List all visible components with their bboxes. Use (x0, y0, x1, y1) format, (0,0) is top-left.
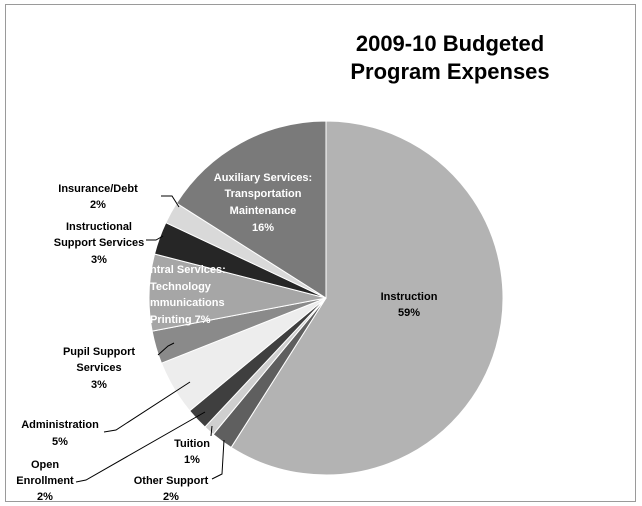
label-tuition-name: Tuition (174, 438, 210, 450)
leader-line-open-enrollment (75, 411, 206, 483)
chart-title-line-1: 2009-10 Budgeted (355, 31, 545, 56)
pie-slices (148, 120, 504, 476)
pie-slice-instruction (230, 120, 504, 476)
label-open-enrollment-line-1: Open (31, 459, 59, 471)
label-instruction-name: Instruction (381, 291, 438, 303)
label-tuition-value: 1% (184, 454, 200, 466)
label-other-support-name: Other Support (134, 475, 209, 487)
pie-slice-auxiliary-services-transportation-maintenance (175, 120, 327, 299)
label-instruction-value: 59% (398, 307, 420, 319)
leader-line-administration (103, 381, 191, 433)
label-insurance-name: Insurance/Debt (58, 183, 138, 195)
label-instruction: Instruction 59% (381, 291, 438, 319)
label-pupil-line-2: Services (76, 362, 121, 374)
label-auxiliary-line-3: Maintenance (230, 205, 297, 217)
label-instructional-support: Instructional Support Services 3% (54, 221, 144, 266)
label-auxiliary: Auxiliary Services: Transportation Maint… (214, 172, 312, 234)
label-open-enrollment-line-2: Enrollment (16, 475, 74, 487)
label-central-line-1: ntral Services: (150, 264, 226, 276)
chart-title-line-2: Program Expenses (350, 59, 550, 84)
chart-title: 2009-10 Budgeted Program Expenses (300, 30, 600, 86)
leader-line-tuition (210, 425, 213, 437)
leader-line-pupil (157, 342, 175, 356)
label-instructional-support-line-1: Instructional (66, 221, 132, 233)
leader-lines (75, 195, 225, 483)
label-open-enrollment-value: 2% (37, 491, 53, 503)
label-open-enrollment: Open Enrollment 2% (16, 459, 74, 503)
label-pupil-support: Pupil Support Services 3% (63, 346, 135, 391)
label-administration: Administration 5% (21, 419, 99, 448)
label-instructional-support-line-2: Support Services (54, 237, 144, 249)
label-insurance-value: 2% (90, 199, 106, 211)
label-instructional-support-value: 3% (91, 254, 107, 266)
label-auxiliary-line-1: Auxiliary Services: (214, 172, 312, 184)
label-central-value: Printing 7% (150, 314, 211, 326)
label-other-support-value: 2% (163, 491, 179, 503)
label-insurance: Insurance/Debt 2% (58, 183, 138, 211)
leader-line-other-support (211, 439, 225, 480)
label-pupil-line-1: Pupil Support (63, 346, 135, 358)
label-tuition: Tuition 1% (174, 438, 210, 466)
leader-line-insurance (161, 195, 180, 208)
label-central-line-2: Technology (150, 281, 212, 293)
label-central-services: ntral Services: Technology mmunications … (150, 264, 226, 326)
leader-line-instructional-support (146, 235, 164, 241)
label-administration-name: Administration (21, 419, 99, 431)
label-central-line-3: mmunications (150, 297, 225, 309)
label-auxiliary-line-2: Transportation (224, 188, 301, 200)
label-auxiliary-value: 16% (252, 222, 274, 234)
label-pupil-value: 3% (91, 379, 107, 391)
label-other-support: Other Support 2% (134, 475, 209, 503)
label-administration-value: 5% (52, 436, 68, 448)
